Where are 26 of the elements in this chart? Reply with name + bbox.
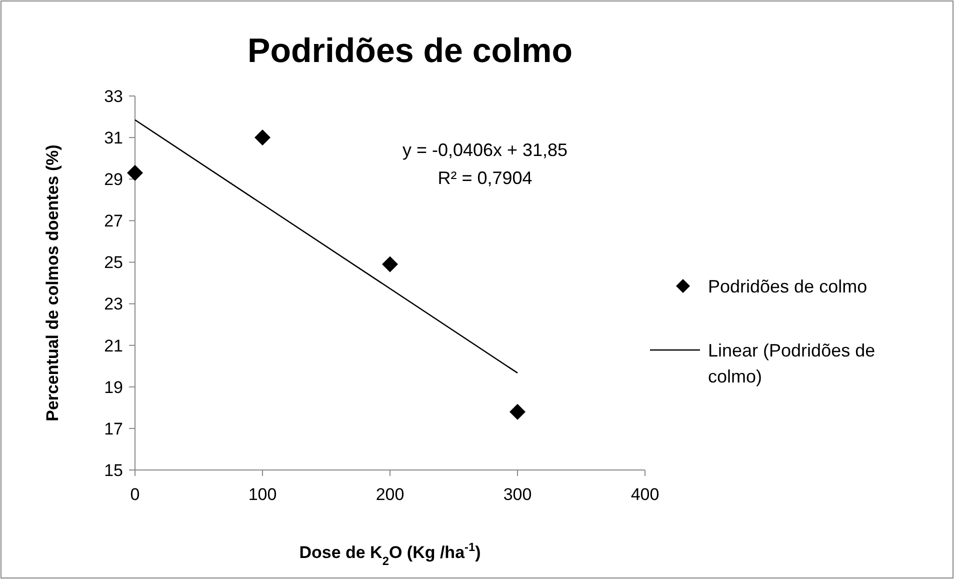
x-tick-label: 200 [376, 485, 404, 504]
y-axis-title: Percentual de colmos doentes (%) [43, 144, 62, 422]
y-tick-label: 19 [104, 378, 123, 397]
y-tick-label: 29 [104, 170, 123, 190]
x-tick-label: 400 [630, 485, 660, 504]
point [127, 164, 143, 181]
annotation: y = -0,0406x + 31,85 [402, 140, 568, 160]
point [254, 130, 270, 146]
y-tick-label: 31 [104, 128, 123, 148]
y-tick-label: 23 [104, 294, 123, 314]
y-tick-label: 17 [104, 419, 123, 438]
legend-label: Podridões de colmo [708, 276, 868, 296]
x-axis-title: Dose de K$_{2}$O (Kg /ha$^{-1}$) [299, 540, 481, 568]
chart-title: Podridões de colmo [248, 32, 572, 70]
x-tick-label: 0 [130, 485, 140, 504]
y-tick-label: 33 [104, 86, 123, 106]
y-tick-label: 21 [104, 336, 123, 356]
y-tick-label: 27 [104, 212, 123, 231]
y-tick-label: 15 [104, 460, 123, 480]
point [382, 256, 398, 272]
x-tick-label: 100 [248, 485, 277, 504]
annotation: R² = 0,7904 [438, 168, 532, 188]
y-tick-label: 25 [104, 253, 123, 272]
x-tick-label: 300 [503, 485, 532, 504]
legend-label: Linear (Podridões de colmo) [708, 340, 876, 386]
point [510, 404, 526, 420]
